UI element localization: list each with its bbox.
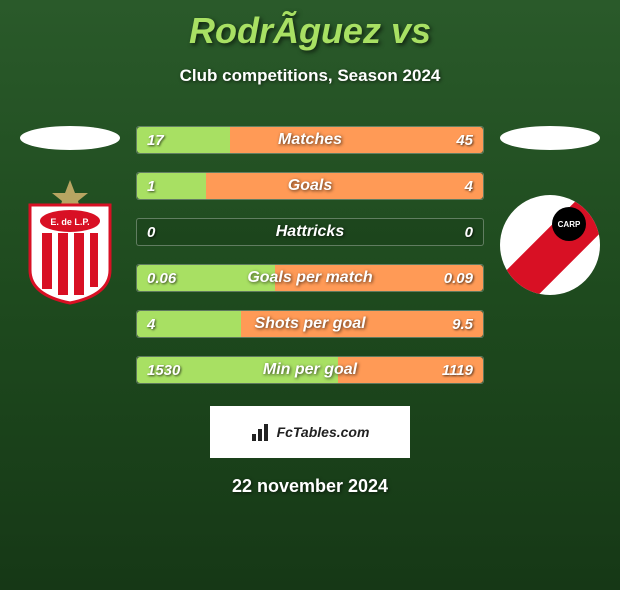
left-team-badge: E. de L.P.	[20, 175, 120, 305]
stats-bars: 17 Matches 45 1 Goals 4 0 Hattricks 0 0.…	[130, 126, 490, 384]
right-badge-text: CARP	[558, 220, 581, 229]
badge-ball-icon: CARP	[552, 207, 586, 241]
stat-row-goals: 1 Goals 4	[136, 172, 484, 200]
right-team-badge: CARP	[500, 195, 600, 295]
stat-row-gpm: 0.06 Goals per match 0.09	[136, 264, 484, 292]
badge-sash	[500, 195, 600, 295]
footer-date: 22 november 2024	[0, 476, 620, 497]
content-area: E. de L.P. 17 Matches 45 1 Goals 4 0	[0, 126, 620, 384]
stat-label: Goals per match	[137, 269, 483, 287]
right-team-column: CARP	[490, 126, 610, 295]
stat-label: Goals	[137, 177, 483, 195]
stat-row-spg: 4 Shots per goal 9.5	[136, 310, 484, 338]
left-ellipse-placeholder	[20, 126, 120, 150]
brand-box: FcTables.com	[210, 406, 410, 458]
page-subtitle: Club competitions, Season 2024	[0, 66, 620, 86]
page-title: RodrÃguez vs	[0, 10, 620, 52]
left-badge-text: E. de L.P.	[50, 217, 89, 227]
stat-row-mpg: 1530 Min per goal 1119	[136, 356, 484, 384]
stat-label: Shots per goal	[137, 315, 483, 333]
left-team-column: E. de L.P.	[10, 126, 130, 305]
brand-text: FcTables.com	[277, 424, 370, 440]
stat-row-matches: 17 Matches 45	[136, 126, 484, 154]
stat-label: Hattricks	[137, 223, 483, 241]
stat-label: Matches	[137, 131, 483, 149]
stat-row-hattricks: 0 Hattricks 0	[136, 218, 484, 246]
right-ellipse-placeholder	[500, 126, 600, 150]
chart-icon	[251, 422, 271, 442]
stat-label: Min per goal	[137, 361, 483, 379]
